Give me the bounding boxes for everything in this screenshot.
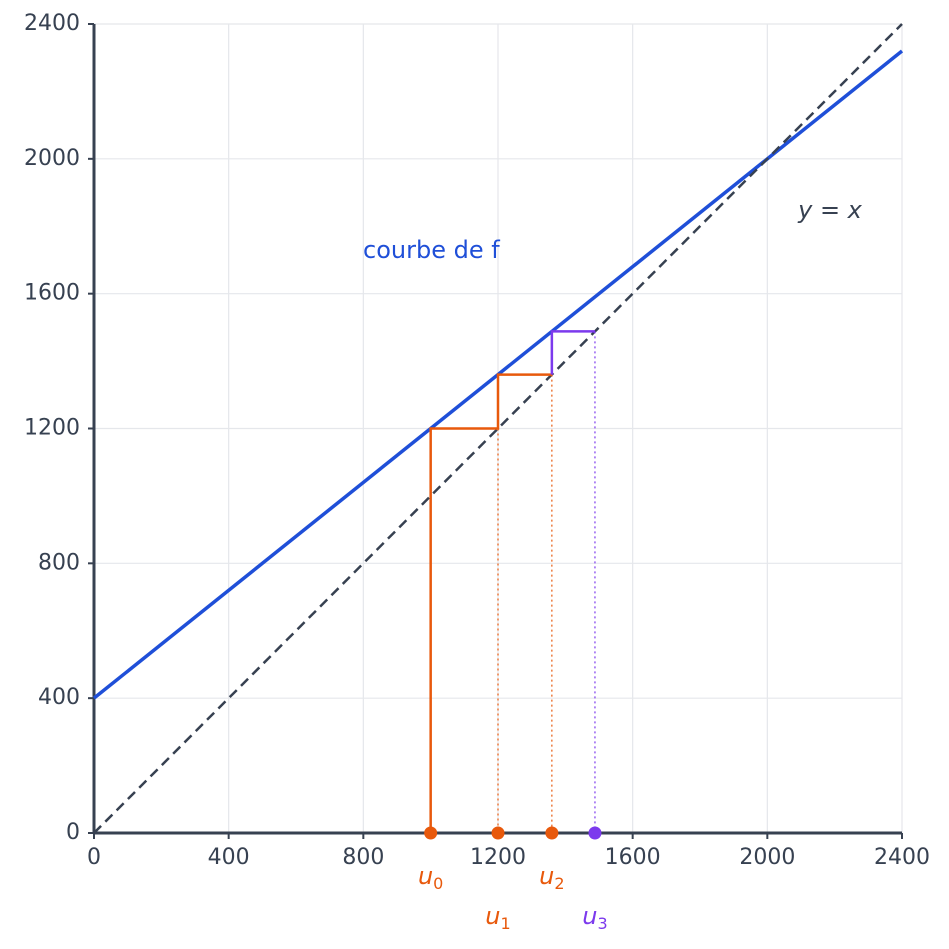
line: [550, 330, 595, 375]
x-tick-label: 1200: [470, 845, 526, 870]
sequence-label-name: u: [582, 902, 597, 930]
line: [429, 373, 552, 833]
y-tick-label: 2000: [24, 146, 80, 171]
sequence-point: [588, 826, 602, 840]
sequence-label: u1: [485, 902, 510, 933]
sequence-label-index: 1: [501, 914, 511, 933]
sequence-label-index: 2: [554, 874, 564, 893]
sequence-point: [491, 826, 505, 840]
y-tick-label: 2400: [24, 11, 80, 36]
sequence-label-index: 0: [433, 874, 443, 893]
x-tick-label: 2000: [739, 845, 795, 870]
line: [93, 23, 903, 834]
y-tick-label: 400: [38, 685, 80, 710]
x-tick-label: 0: [87, 845, 101, 870]
y-tick-label: 800: [38, 550, 80, 575]
y-tick-label: 1600: [24, 281, 80, 306]
annotation: y = x: [797, 196, 863, 224]
sequence-label-index: 3: [597, 914, 607, 933]
sequence-label-name: u: [418, 862, 433, 890]
sequence-point: [424, 826, 438, 840]
y-tick-label: 0: [66, 820, 80, 845]
sequence-point: [545, 826, 559, 840]
sequence-label-name: u: [539, 862, 554, 890]
annotation: courbe de f: [363, 236, 500, 264]
x-tick-label: 400: [208, 845, 250, 870]
sequence-label-name: u: [485, 902, 500, 930]
sequence-label: u3: [582, 902, 607, 933]
y-tick-label: 1200: [24, 416, 80, 441]
x-tick-label: 800: [342, 845, 384, 870]
x-tick-label: 1600: [605, 845, 661, 870]
sequence-label: u0: [418, 862, 443, 893]
sequence-label: u2: [539, 862, 564, 893]
x-tick-label: 2400: [874, 845, 930, 870]
